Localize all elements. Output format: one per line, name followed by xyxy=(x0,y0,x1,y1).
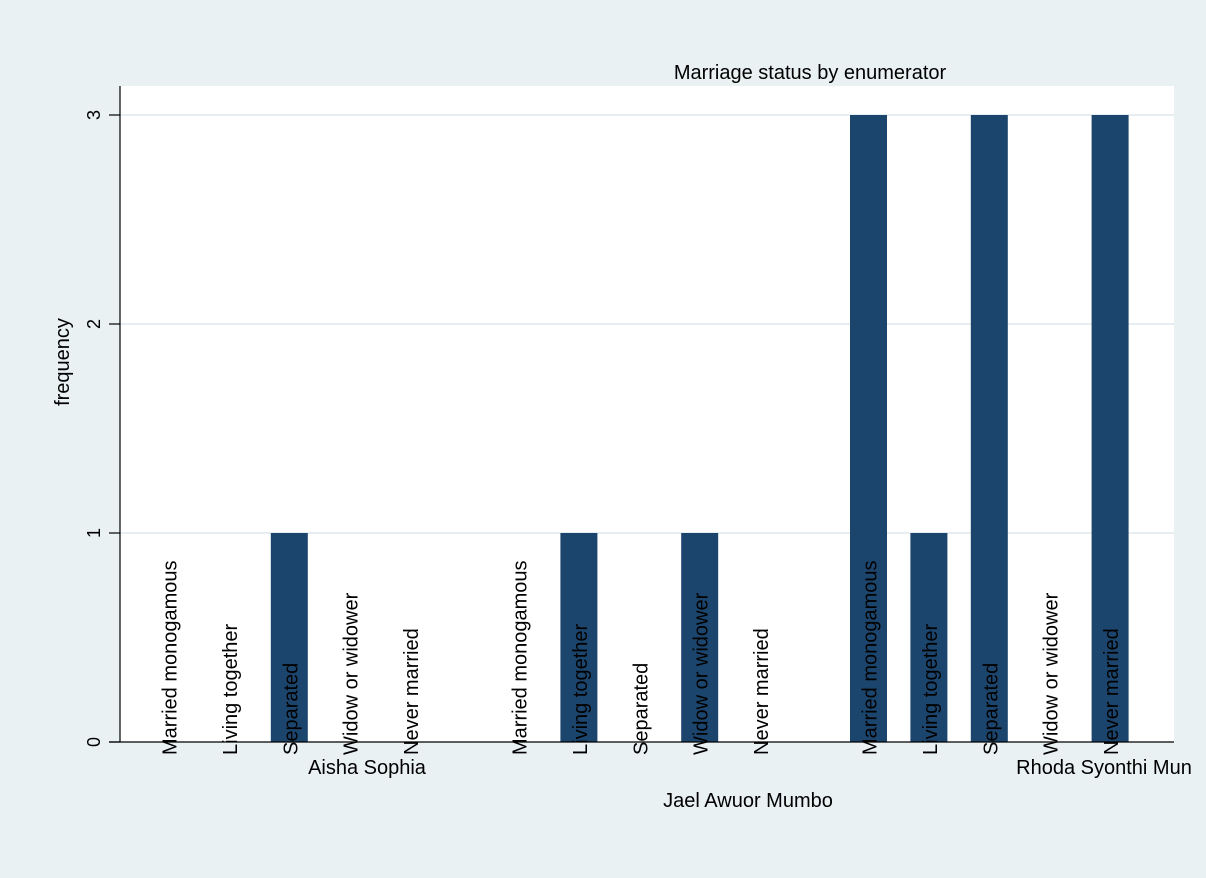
group-labels: Aisha Sophia Jael Awuor Mumbo Rhoda Syonth… xyxy=(308,757,1192,812)
category-label: Married monogamous xyxy=(160,560,182,755)
y-tick-label: 2 xyxy=(84,319,104,329)
category-label: Living together xyxy=(920,623,942,755)
bar xyxy=(970,115,1008,742)
y-tick-label: 3 xyxy=(84,110,104,120)
category-label: Never married xyxy=(1101,628,1123,755)
category-labels: Married monogamous Living together Separat… xyxy=(160,560,1124,755)
group-label: Rhoda Syonthi Mun xyxy=(1016,757,1192,779)
category-label: Separated xyxy=(280,663,302,755)
group-label: Aisha Sophia xyxy=(308,757,427,779)
category-label: Married monogamous xyxy=(860,560,882,755)
y-axis-label: frequency xyxy=(52,318,74,406)
category-label: Widow or widower xyxy=(1041,592,1063,755)
bar xyxy=(681,533,719,742)
bar xyxy=(850,115,887,742)
bar xyxy=(1091,115,1129,742)
category-label: Widow or widower xyxy=(341,592,363,755)
y-tick-label: 0 xyxy=(84,737,104,747)
category-label: Never married xyxy=(751,628,773,755)
category-label: Married monogamous xyxy=(510,560,532,755)
group-label: Jael Awuor Mumbo xyxy=(663,790,833,812)
category-label: Separated xyxy=(630,663,652,755)
category-label: Widow or widower xyxy=(691,592,713,755)
bar xyxy=(560,533,598,742)
y-tick-label: 1 xyxy=(84,528,104,538)
bar xyxy=(270,533,308,742)
bars xyxy=(270,115,1129,742)
category-label: Separated xyxy=(980,663,1002,755)
bar xyxy=(910,533,948,742)
category-label: Living together xyxy=(220,623,242,755)
y-ticks: 0 1 2 3 xyxy=(84,110,120,747)
chart-title: Marriage status by enumerator xyxy=(674,62,947,84)
category-label: Living together xyxy=(570,623,592,755)
category-label: Never married xyxy=(401,628,423,755)
